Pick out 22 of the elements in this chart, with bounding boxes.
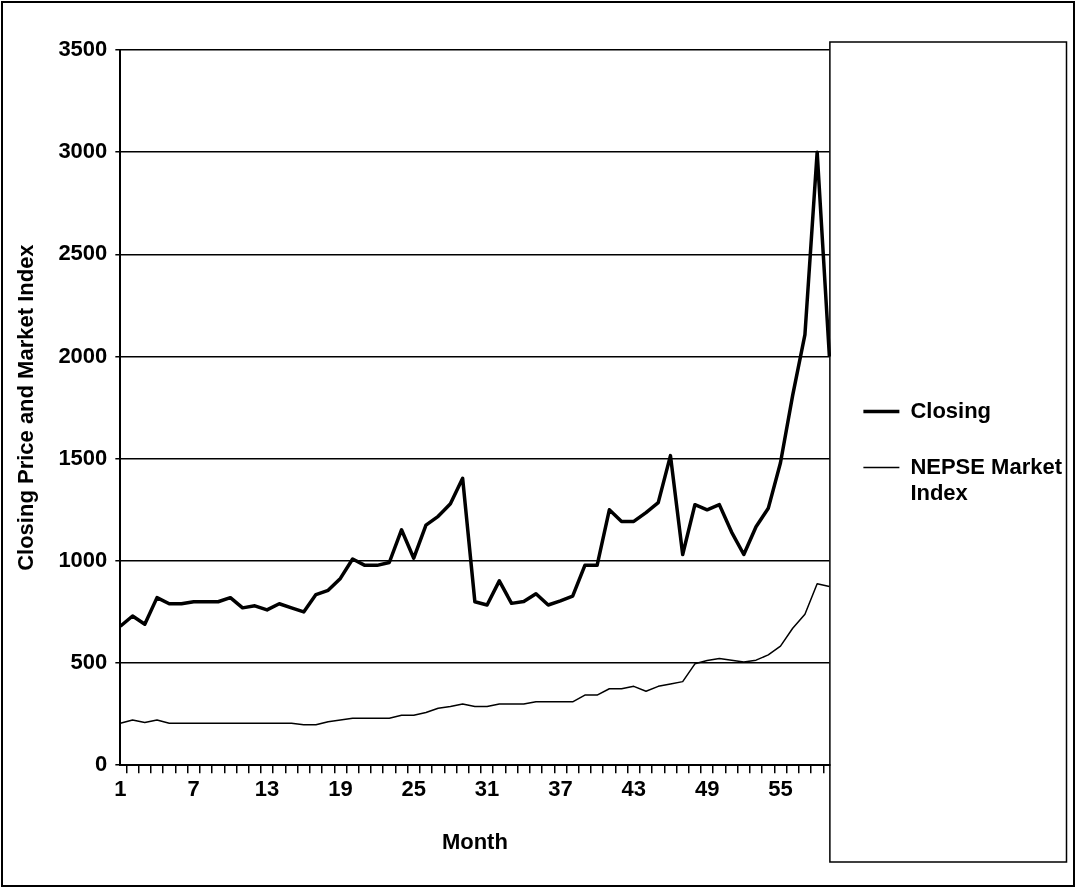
x-tick-label: 13: [254, 776, 280, 802]
y-tick-label: 2500: [58, 240, 108, 266]
y-tick-label: 3000: [58, 138, 108, 164]
legend-label: Closing: [910, 397, 992, 423]
x-tick-label: 37: [548, 776, 573, 802]
y-tick-label: 2000: [58, 342, 108, 368]
x-tick-label: 7: [187, 776, 200, 802]
y-tick-label: 0: [95, 751, 108, 777]
x-tick-label: 19: [328, 776, 353, 802]
y-axis-title: Closing Price and Market Index: [13, 243, 39, 571]
y-tick-label: 3500: [58, 36, 108, 62]
x-tick-label: 43: [621, 776, 647, 802]
legend-label: NEPSE Market Index: [910, 453, 1063, 506]
x-tick-label: 25: [401, 776, 426, 802]
x-axis-title: Month: [441, 828, 508, 854]
x-tick-label: 31: [474, 776, 500, 802]
x-tick-label: 1: [114, 776, 127, 802]
x-tick-label: 49: [694, 776, 720, 802]
y-tick-label: 500: [70, 649, 108, 675]
x-tick-label: 55: [768, 776, 793, 802]
y-tick-label: 1500: [58, 444, 108, 470]
y-tick-label: 1000: [58, 546, 108, 572]
